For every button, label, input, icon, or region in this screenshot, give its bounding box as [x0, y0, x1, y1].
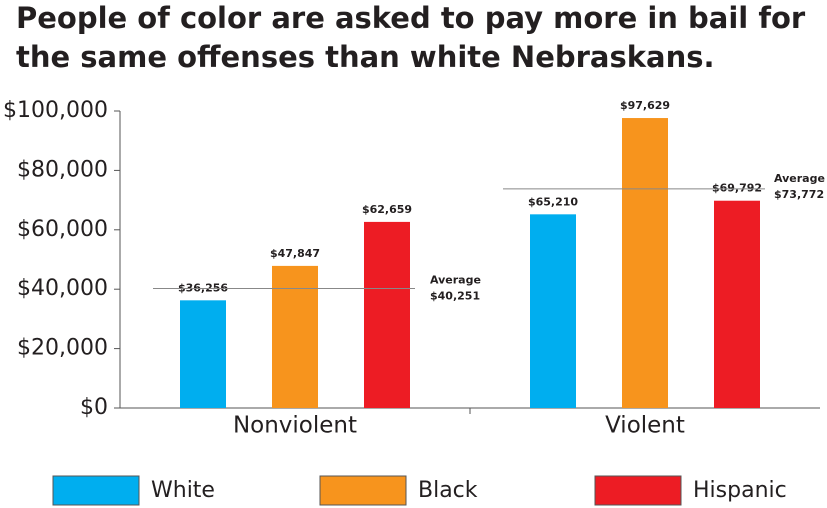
value-label: $47,847 [270, 247, 320, 260]
legend-swatch [52, 475, 140, 506]
value-label: $65,210 [528, 195, 578, 208]
bar [272, 265, 318, 408]
y-tick-label: $80,000 [17, 157, 108, 182]
average-text: Average [774, 172, 825, 185]
average-label: $40,251 [430, 289, 480, 302]
legend-label: Hispanic [693, 478, 787, 503]
x-tick-label: Nonviolent [233, 413, 357, 439]
bar [530, 214, 576, 408]
chart-title: the same offenses than white Nebraskans. [16, 40, 715, 74]
average-label: $73,772 [774, 188, 824, 201]
value-label: $62,659 [362, 203, 412, 216]
y-tick-label: $40,000 [17, 276, 108, 301]
legend-label: Black [418, 478, 478, 503]
legend-label: White [151, 478, 215, 503]
y-tick-label: $60,000 [17, 217, 108, 242]
bar [364, 221, 410, 408]
value-label: $97,629 [620, 99, 670, 112]
chart-title: People of color are asked to pay more in… [16, 1, 806, 35]
bar [180, 300, 226, 408]
bar [622, 118, 668, 408]
average-text: Average [430, 273, 481, 286]
y-tick-label: $100,000 [3, 98, 108, 123]
x-tick-label: Violent [605, 413, 685, 439]
value-label: $36,256 [178, 281, 228, 294]
bar [714, 200, 760, 408]
y-tick-label: $20,000 [17, 336, 108, 361]
legend-swatch [594, 475, 682, 506]
legend-swatch [319, 475, 407, 506]
y-tick-label: $0 [80, 395, 108, 420]
value-label: $69,792 [712, 182, 762, 195]
